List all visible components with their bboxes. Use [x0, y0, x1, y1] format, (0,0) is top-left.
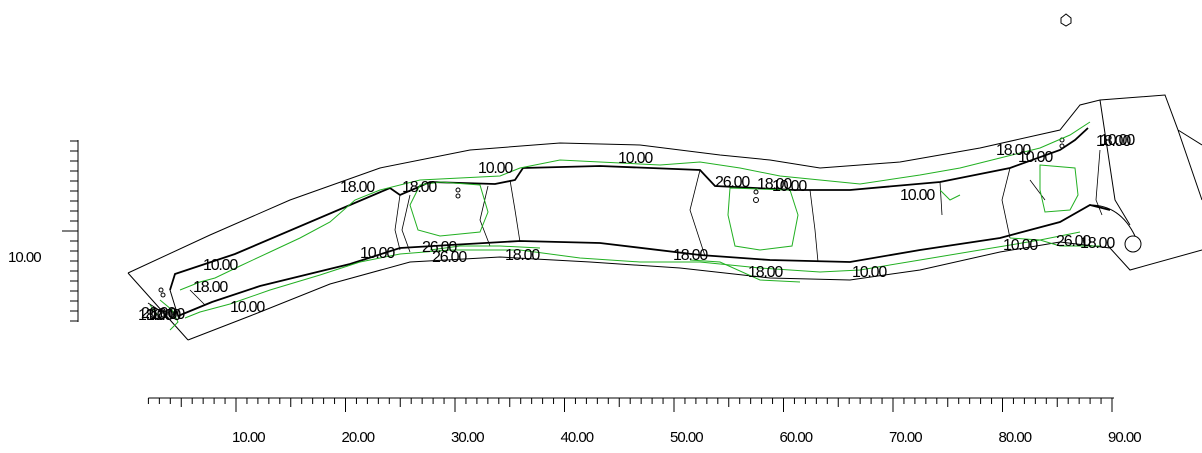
outer-boundary-top: [127, 94, 1179, 274]
contour-value-label: 26.00: [141, 305, 176, 322]
contour-labels: 10.0018.0010.0018.0010.0010.0026.0026.00…: [138, 132, 1137, 324]
contour-value-label: 10.00: [1003, 237, 1038, 254]
contour-value-label: 10.00: [1100, 132, 1135, 149]
contour-value-label: 18.00: [1080, 235, 1115, 252]
contour-value-label: 10.00: [772, 178, 807, 195]
x-axis-tick-label: 80.00: [999, 429, 1032, 446]
x-axis-tick-label: 50.00: [670, 429, 703, 446]
end-circle-icon: [1124, 235, 1142, 253]
survey-markers: [158, 137, 1065, 298]
x-axis-tick-label: 20.00: [342, 429, 375, 446]
contour-value-label: 18.00: [673, 247, 708, 264]
contour-value-label: 18.00: [150, 306, 185, 323]
x-axis: 10.00 20.00 30.00 40.00 50.00 60.00 70.00 80.00…: [147, 397, 1142, 446]
road-edge-left: [147, 289, 179, 317]
contour-value-label: 18.00: [1096, 133, 1131, 150]
contour-value-label: 10.00: [146, 307, 181, 324]
x-axis-tick-label: 90.00: [1108, 429, 1141, 446]
contour-value-label: 18.00: [996, 142, 1031, 159]
end-arc: [1089, 204, 1136, 237]
contour-value-label: 26.00: [1056, 233, 1091, 250]
contour-value-label: 18.00: [505, 247, 540, 264]
x-axis-tick-label: 40.00: [561, 429, 594, 446]
contour-value-label: 10.00: [852, 264, 887, 281]
contour-value-label: 10.00: [478, 160, 513, 177]
contour-value-label: 10.00: [230, 299, 265, 316]
x-axis-tick-label: 10.00: [232, 429, 265, 446]
contour-value-label: 10.00: [1018, 149, 1053, 166]
contour-value-label: 10.00: [900, 187, 935, 204]
y-axis-tick-label: 10.00: [8, 249, 41, 266]
x-axis-tick-label: 30.00: [451, 429, 484, 446]
contour-value-label: 18.00: [138, 307, 173, 324]
outer-boundary-left: [127, 272, 189, 341]
contour-value-label: 26.00: [432, 249, 467, 266]
contour-value-label: 10.00: [360, 245, 395, 262]
contour-value-label: 18.00: [748, 264, 783, 281]
outer-boundary-right: [1099, 99, 1202, 226]
contour-value-label: 18.00: [340, 179, 375, 196]
section-lines: [189, 149, 1103, 306]
road-edge-bottom: [177, 204, 1111, 317]
hexagon-icon: [1060, 13, 1072, 27]
y-axis: 10.00: [8, 140, 79, 322]
contour-value-label: 18.00: [193, 279, 228, 296]
contour-value-label: 10.00: [618, 150, 653, 167]
x-axis-tick-label: 70.00: [889, 429, 922, 446]
x-axis-tick-label: 60.00: [780, 429, 813, 446]
contour-lines: [149, 121, 1100, 331]
contour-value-label: 26.00: [422, 239, 457, 256]
contour-value-label: 10.00: [203, 257, 238, 274]
contour-value-label: 26.00: [715, 174, 750, 191]
contour-value-label: 18.00: [757, 176, 792, 193]
contour-value-label: 18.00: [402, 179, 437, 196]
